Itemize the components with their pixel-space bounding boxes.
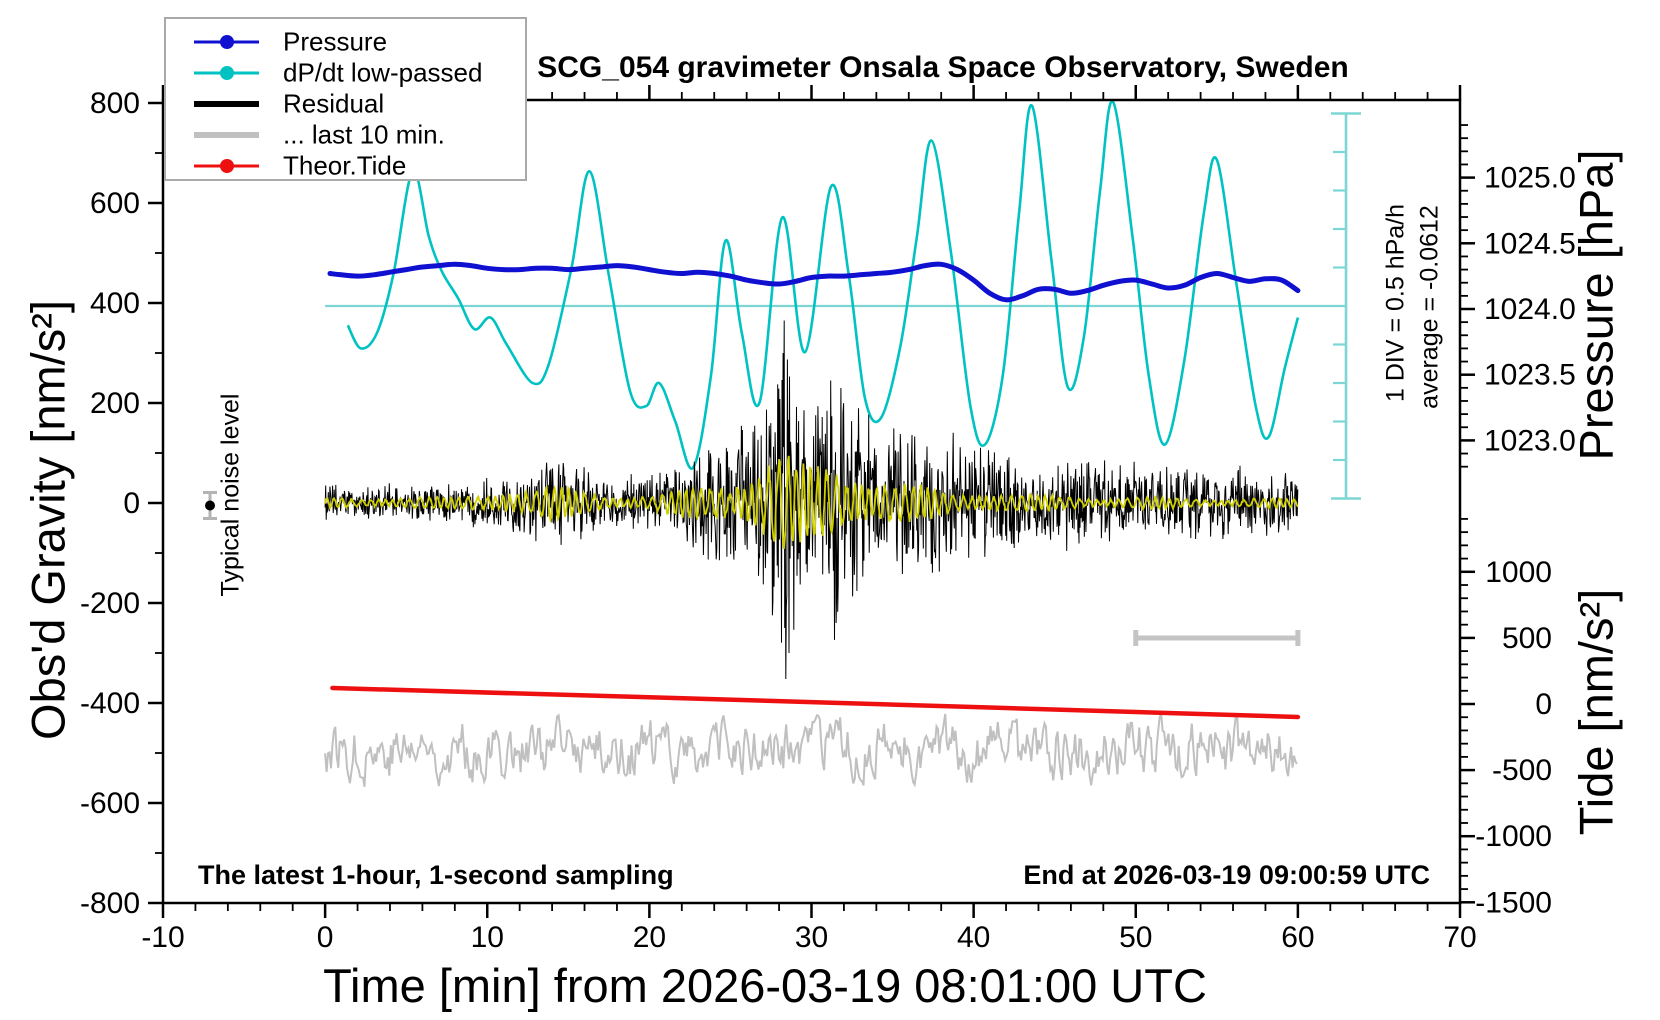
svg-text:-1000: -1000	[1475, 820, 1552, 853]
dpdt-dot-icon	[220, 65, 234, 80]
legend-item-pressure: Pressure	[166, 26, 525, 57]
svg-text:1024.0: 1024.0	[1484, 293, 1576, 326]
last10-series	[324, 711, 1298, 788]
pressure-series	[327, 261, 1301, 303]
end-time-note: End at 2026-03-19 09:00:59 UTC	[1023, 860, 1430, 890]
svg-text:30: 30	[795, 921, 828, 954]
legend-item-residual: Residual	[166, 88, 525, 119]
gravity-axis-title: Obs'd Gravity [nm/s²]	[21, 300, 75, 740]
residual-line-swatch	[194, 100, 259, 107]
yellow-overlay-series	[324, 455, 1299, 550]
svg-text:70: 70	[1443, 921, 1476, 954]
sampling-note: The latest 1-hour, 1-second sampling	[198, 860, 674, 890]
last10-line-swatch	[194, 131, 259, 138]
tide-axis-title: Tide [nm/s²]	[1569, 588, 1623, 836]
legend-label: dP/dt low-passed	[283, 57, 483, 87]
theor-tide-series	[330, 685, 1301, 720]
legend-item-dpdt: dP/dt low-passed	[166, 57, 525, 88]
legend-item-theortide: Theor.Tide	[166, 150, 525, 181]
div-scale-note: 1 DIV = 0.5 hPa/h	[1381, 203, 1410, 403]
legend-label: ... last 10 min.	[283, 119, 445, 149]
svg-text:600: 600	[90, 187, 140, 220]
svg-text:-400: -400	[80, 687, 140, 720]
legend-label: Pressure	[283, 26, 388, 56]
legend-item-last10: ... last 10 min.	[166, 119, 525, 150]
pressure-dot-icon	[220, 34, 234, 49]
svg-text:50: 50	[1119, 921, 1152, 954]
svg-text:-1500: -1500	[1475, 886, 1552, 919]
svg-text:40: 40	[957, 921, 990, 954]
page-title: SCG_054 gravimeter Onsala Space Observat…	[537, 51, 1349, 84]
axes: -10 0 10 20 30 40 50 60 70 800 600 400 200 0 -200 -400 -…	[80, 85, 1576, 954]
svg-text:20: 20	[633, 921, 666, 954]
pressure-axis-title: Pressure [hPa]	[1569, 149, 1623, 461]
svg-text:400: 400	[90, 287, 140, 320]
svg-text:-10: -10	[141, 921, 184, 954]
average-note: average = -0.0612	[1415, 205, 1444, 409]
svg-text:1023.5: 1023.5	[1484, 359, 1576, 392]
dpdt-scale-ruler	[325, 112, 1361, 500]
svg-text:-600: -600	[80, 787, 140, 820]
svg-text:200: 200	[90, 387, 140, 420]
svg-text:0: 0	[123, 487, 140, 520]
dpdt-series	[346, 100, 1300, 470]
theortide-dot-icon	[220, 158, 234, 173]
svg-text:500: 500	[1502, 622, 1552, 655]
svg-text:-800: -800	[80, 887, 140, 920]
svg-text:0: 0	[317, 921, 334, 954]
svg-text:10: 10	[471, 921, 504, 954]
typical-noise-marker	[203, 491, 218, 520]
time-axis-title: Time [min] from 2026-03-19 08:01:00 UTC	[323, 959, 1207, 1012]
legend-label: Theor.Tide	[283, 150, 407, 180]
last10-scale-bar	[1133, 630, 1301, 646]
legend-label: Residual	[283, 88, 385, 118]
svg-text:60: 60	[1281, 921, 1314, 954]
svg-text:-500: -500	[1492, 754, 1552, 787]
svg-text:1023.0: 1023.0	[1484, 424, 1576, 457]
svg-text:0: 0	[1535, 688, 1552, 721]
svg-text:1000: 1000	[1485, 556, 1552, 589]
legend-box: Pressure dP/dt low-passed Residual ... l…	[164, 17, 527, 181]
typical-noise-label: Typical noise level	[216, 393, 245, 597]
svg-text:1025.0: 1025.0	[1484, 162, 1576, 195]
svg-text:800: 800	[90, 87, 140, 120]
svg-text:-200: -200	[80, 587, 140, 620]
svg-text:1024.5: 1024.5	[1484, 227, 1576, 260]
